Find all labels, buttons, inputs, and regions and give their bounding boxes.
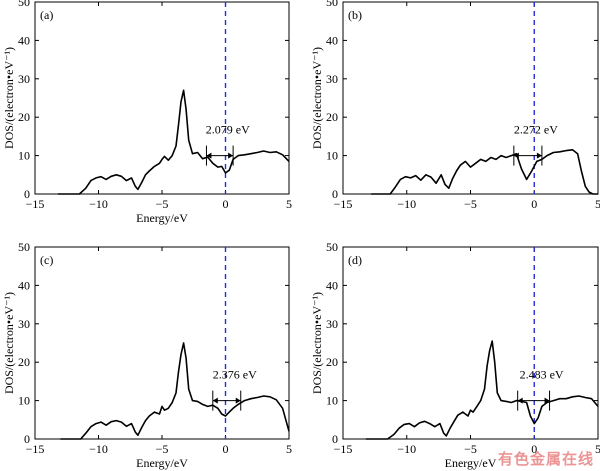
x-tick-label-b: −5 xyxy=(464,197,477,211)
y-tick-label-d: 20 xyxy=(326,355,338,369)
x-tick-label-d: 5 xyxy=(595,442,600,456)
panel-a: −15 −10 −5 0 501020304050Energy/eVDOS/(elect… xyxy=(2,0,292,225)
gap-arrowhead-right-a xyxy=(228,152,234,159)
plot-frame-b xyxy=(342,1,599,195)
x-axis-title-a: Energy/eV xyxy=(136,211,188,225)
x-tick-label-b: −10 xyxy=(397,197,416,211)
dos-curve-d xyxy=(365,340,599,440)
y-tick-label-c: 30 xyxy=(18,317,30,331)
y-tick-label-c: 0 xyxy=(24,432,30,446)
x-tick-label-a: −5 xyxy=(156,197,169,211)
dos-curve-a xyxy=(57,89,290,195)
gap-label-b: 2.272 eV xyxy=(514,123,558,137)
gap-arrowhead-right-c xyxy=(235,397,241,404)
plot-frame-c xyxy=(34,246,290,440)
x-tick-label-d: −5 xyxy=(464,442,477,456)
y-tick-label-b: 30 xyxy=(326,72,338,86)
x-tick-label-d: 0 xyxy=(531,442,537,456)
gap-arrowhead-left-d xyxy=(517,397,523,404)
dos-curve-b xyxy=(371,149,598,195)
y-tick-label-b: 50 xyxy=(326,0,338,9)
y-tick-label-c: 10 xyxy=(18,394,30,408)
y-axis-title-b: DOS/(electron•eV⁻¹) xyxy=(310,47,324,149)
y-tick-label-d: 40 xyxy=(326,278,338,292)
y-tick-label-a: 50 xyxy=(18,0,30,9)
x-axis-title-c: Energy/eV xyxy=(136,456,188,470)
panel-d: −15 −10 −5 0 501020304050Energy/eVDOS/(elect… xyxy=(310,240,600,470)
y-tick-label-d: 30 xyxy=(326,317,338,331)
x-tick-label-d: −10 xyxy=(397,442,416,456)
x-tick-label-c: 0 xyxy=(223,442,229,456)
x-tick-label-c: −10 xyxy=(89,442,108,456)
y-axis-title-c: DOS/(electron•eV⁻¹) xyxy=(2,292,16,394)
y-axis-title-a: DOS/(electron•eV⁻¹) xyxy=(2,47,16,149)
y-tick-label-a: 40 xyxy=(18,33,30,47)
y-tick-label-b: 0 xyxy=(332,187,338,201)
y-tick-label-c: 40 xyxy=(18,278,30,292)
gap-arrowhead-left-c xyxy=(212,397,218,404)
x-tick-label-b: 5 xyxy=(595,197,600,211)
x-tick-label-a: −15 xyxy=(26,197,45,211)
y-tick-label-c: 50 xyxy=(18,240,30,254)
gap-label-a: 2.079 eV xyxy=(206,123,250,137)
y-tick-label-a: 10 xyxy=(18,149,30,163)
panel-label-d: (d) xyxy=(348,253,362,267)
y-tick-label-a: 0 xyxy=(24,187,30,201)
x-tick-label-a: 5 xyxy=(286,197,292,211)
gap-label-d: 2.483 eV xyxy=(520,368,564,382)
y-tick-label-d: 10 xyxy=(326,394,338,408)
y-tick-label-d: 0 xyxy=(332,432,338,446)
x-axis-title-d: Energy/eV xyxy=(445,456,497,470)
plot-frame-a xyxy=(34,1,290,195)
gap-arrowhead-left-a xyxy=(206,152,212,159)
x-tick-label-b: −15 xyxy=(334,197,353,211)
x-tick-label-c: −5 xyxy=(156,442,169,456)
panel-label-b: (b) xyxy=(348,8,362,22)
x-tick-label-a: 0 xyxy=(223,197,229,211)
panel-c: −15 −10 −5 0 501020304050Energy/eVDOS/(elect… xyxy=(2,240,292,470)
panel-label-c: (c) xyxy=(40,253,53,267)
dos-curve-c xyxy=(60,342,290,440)
x-tick-label-c: 5 xyxy=(286,442,292,456)
watermark: 有色金属在线 xyxy=(497,450,594,468)
gap-arrowhead-left-b xyxy=(513,152,519,159)
gap-arrowhead-right-b xyxy=(536,152,542,159)
x-tick-label-d: −15 xyxy=(334,442,353,456)
y-tick-label-c: 20 xyxy=(18,355,30,369)
y-axis-title-d: DOS/(electron•eV⁻¹) xyxy=(310,292,324,394)
y-tick-label-b: 20 xyxy=(326,110,338,124)
x-tick-label-c: −15 xyxy=(26,442,45,456)
y-tick-label-b: 40 xyxy=(326,33,338,47)
y-tick-label-d: 50 xyxy=(326,240,338,254)
x-tick-label-a: −10 xyxy=(89,197,108,211)
y-tick-label-a: 30 xyxy=(18,72,30,86)
x-tick-label-b: 0 xyxy=(531,197,537,211)
y-tick-label-b: 10 xyxy=(326,149,338,163)
panel-b: −15 −10 −5 0 501020304050DOS/(electron•eV⁻¹)… xyxy=(310,0,600,211)
gap-arrowhead-right-d xyxy=(544,397,550,404)
gap-label-c: 2.376 eV xyxy=(213,368,257,382)
y-tick-label-a: 20 xyxy=(18,110,30,124)
panel-label-a: (a) xyxy=(40,8,53,22)
